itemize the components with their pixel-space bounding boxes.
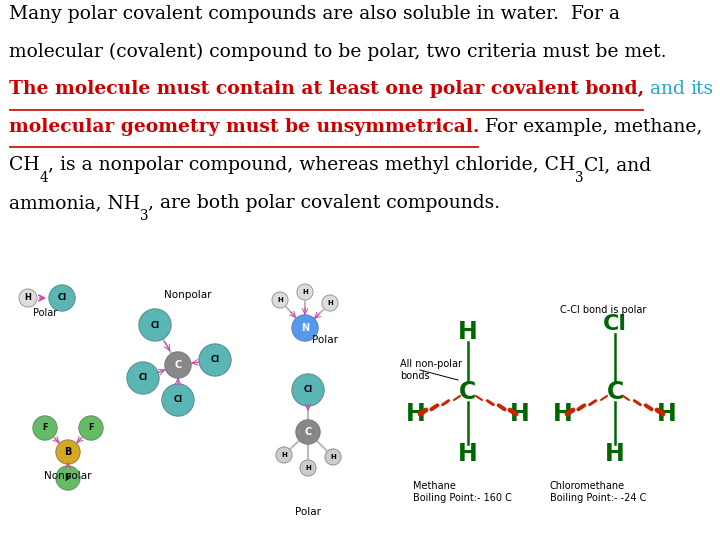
- Text: N: N: [301, 323, 309, 333]
- Text: Cl, and: Cl, and: [584, 156, 651, 174]
- Text: H: H: [305, 465, 311, 471]
- Circle shape: [297, 284, 313, 300]
- Circle shape: [33, 416, 57, 440]
- Text: Cl: Cl: [603, 314, 627, 334]
- Text: Cl: Cl: [303, 386, 312, 395]
- Text: H: H: [458, 320, 478, 344]
- Text: C-Cl bond is polar: C-Cl bond is polar: [560, 305, 647, 315]
- Circle shape: [300, 460, 316, 476]
- Text: C: C: [305, 427, 312, 437]
- Circle shape: [199, 344, 231, 376]
- Text: C: C: [174, 360, 181, 370]
- Circle shape: [325, 449, 341, 465]
- Text: Many polar covalent compounds are also soluble in water.  For a: Many polar covalent compounds are also s…: [9, 5, 620, 23]
- Text: Nonpolar: Nonpolar: [44, 471, 91, 481]
- Text: F: F: [88, 423, 94, 433]
- Text: 3: 3: [140, 209, 148, 223]
- Circle shape: [165, 352, 191, 378]
- Text: Polar: Polar: [33, 308, 57, 318]
- Text: Cl: Cl: [138, 374, 148, 382]
- Text: H: H: [24, 294, 32, 302]
- Text: F: F: [42, 423, 48, 433]
- Circle shape: [272, 292, 288, 308]
- Text: Cl: Cl: [210, 355, 220, 364]
- Text: Cl: Cl: [150, 321, 160, 329]
- Text: molecular (covalent) compound to be polar, two criteria must be met.: molecular (covalent) compound to be pola…: [9, 43, 666, 60]
- Circle shape: [296, 420, 320, 444]
- Text: Cl: Cl: [58, 294, 66, 302]
- Text: F: F: [66, 474, 71, 483]
- Circle shape: [56, 440, 80, 464]
- Text: Polar: Polar: [295, 507, 321, 517]
- Text: and: and: [644, 80, 690, 98]
- Text: H: H: [330, 454, 336, 460]
- Circle shape: [79, 416, 103, 440]
- Text: H: H: [553, 402, 573, 426]
- Text: H: H: [302, 289, 308, 295]
- Text: ammonia, NH: ammonia, NH: [9, 194, 140, 212]
- Circle shape: [276, 447, 292, 463]
- Text: C: C: [459, 380, 477, 404]
- Circle shape: [292, 374, 324, 406]
- Text: molecular geometry must be unsymmetrical.: molecular geometry must be unsymmetrical…: [9, 118, 479, 136]
- Circle shape: [292, 315, 318, 341]
- Text: H: H: [657, 402, 677, 426]
- Text: Chloromethane
Boiling Point:- -24 C: Chloromethane Boiling Point:- -24 C: [550, 481, 647, 503]
- Text: 4: 4: [40, 171, 48, 185]
- Circle shape: [127, 362, 159, 394]
- Text: The molecule must contain at least one polar covalent bond,: The molecule must contain at least one p…: [9, 80, 644, 98]
- Text: H: H: [510, 402, 530, 426]
- Text: , is a nonpolar compound, whereas methyl chloride, CH: , is a nonpolar compound, whereas methyl…: [48, 156, 575, 174]
- Text: Polar: Polar: [312, 335, 338, 345]
- Text: For example, methane,: For example, methane,: [479, 118, 703, 136]
- Text: H: H: [605, 442, 625, 466]
- Text: H: H: [327, 300, 333, 306]
- Text: C: C: [606, 380, 624, 404]
- Text: Methane
Boiling Point:- 160 C: Methane Boiling Point:- 160 C: [413, 481, 512, 503]
- Circle shape: [162, 384, 194, 416]
- Text: H: H: [277, 297, 283, 303]
- Text: Cl: Cl: [174, 395, 183, 404]
- Text: H: H: [458, 442, 478, 466]
- Circle shape: [19, 289, 37, 307]
- Text: All non-polar
bonds: All non-polar bonds: [400, 359, 462, 381]
- Text: H: H: [406, 402, 426, 426]
- Text: its: its: [690, 80, 714, 98]
- Circle shape: [56, 466, 80, 490]
- Text: Nonpolar: Nonpolar: [164, 290, 212, 300]
- Text: , are both polar covalent compounds.: , are both polar covalent compounds.: [148, 194, 500, 212]
- Text: CH: CH: [9, 156, 40, 174]
- Circle shape: [322, 295, 338, 311]
- Text: B: B: [64, 447, 72, 457]
- Circle shape: [139, 309, 171, 341]
- Text: 3: 3: [575, 171, 584, 185]
- Circle shape: [49, 285, 75, 311]
- Text: H: H: [281, 452, 287, 458]
